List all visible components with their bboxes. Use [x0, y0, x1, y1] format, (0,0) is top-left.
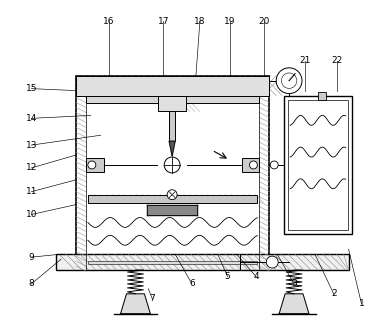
Text: 12: 12	[26, 163, 37, 173]
Text: 20: 20	[259, 17, 270, 26]
Bar	[147, 204, 197, 214]
Text: 16: 16	[103, 17, 114, 26]
Circle shape	[164, 157, 180, 173]
Text: 11: 11	[25, 187, 37, 196]
Circle shape	[167, 190, 177, 200]
Bar	[242, 158, 259, 172]
Bar	[86, 96, 259, 103]
Circle shape	[266, 256, 278, 268]
Text: 3: 3	[291, 279, 297, 288]
Text: 18: 18	[194, 17, 206, 26]
Polygon shape	[120, 294, 150, 314]
Bar	[88, 195, 257, 203]
Text: 17: 17	[157, 17, 169, 26]
Circle shape	[88, 161, 96, 169]
Text: 9: 9	[28, 253, 34, 262]
Bar	[76, 254, 269, 269]
Text: 2: 2	[331, 289, 337, 298]
Bar	[88, 261, 257, 264]
Text: 1: 1	[359, 299, 364, 308]
Bar	[76, 76, 269, 96]
Bar	[169, 111, 175, 141]
Bar	[56, 254, 349, 270]
Text: 4: 4	[254, 272, 259, 281]
Circle shape	[270, 161, 278, 169]
Text: 8: 8	[28, 279, 34, 288]
Text: 7: 7	[150, 294, 155, 303]
Text: 13: 13	[25, 141, 37, 150]
Text: 14: 14	[26, 114, 37, 123]
Bar	[318, 92, 326, 100]
Bar	[86, 158, 104, 172]
Bar	[288, 100, 347, 230]
Bar	[284, 96, 352, 234]
Text: 22: 22	[331, 56, 342, 65]
Text: 6: 6	[189, 279, 195, 288]
Circle shape	[276, 68, 302, 93]
Circle shape	[281, 73, 297, 88]
Bar	[158, 96, 186, 111]
Text: 5: 5	[225, 272, 230, 281]
Text: 10: 10	[25, 210, 37, 219]
Circle shape	[249, 161, 257, 169]
Text: 15: 15	[25, 84, 37, 93]
Text: 19: 19	[224, 17, 235, 26]
Text: 21: 21	[299, 56, 311, 65]
Bar	[76, 76, 269, 269]
Polygon shape	[169, 141, 175, 156]
Polygon shape	[279, 294, 309, 314]
